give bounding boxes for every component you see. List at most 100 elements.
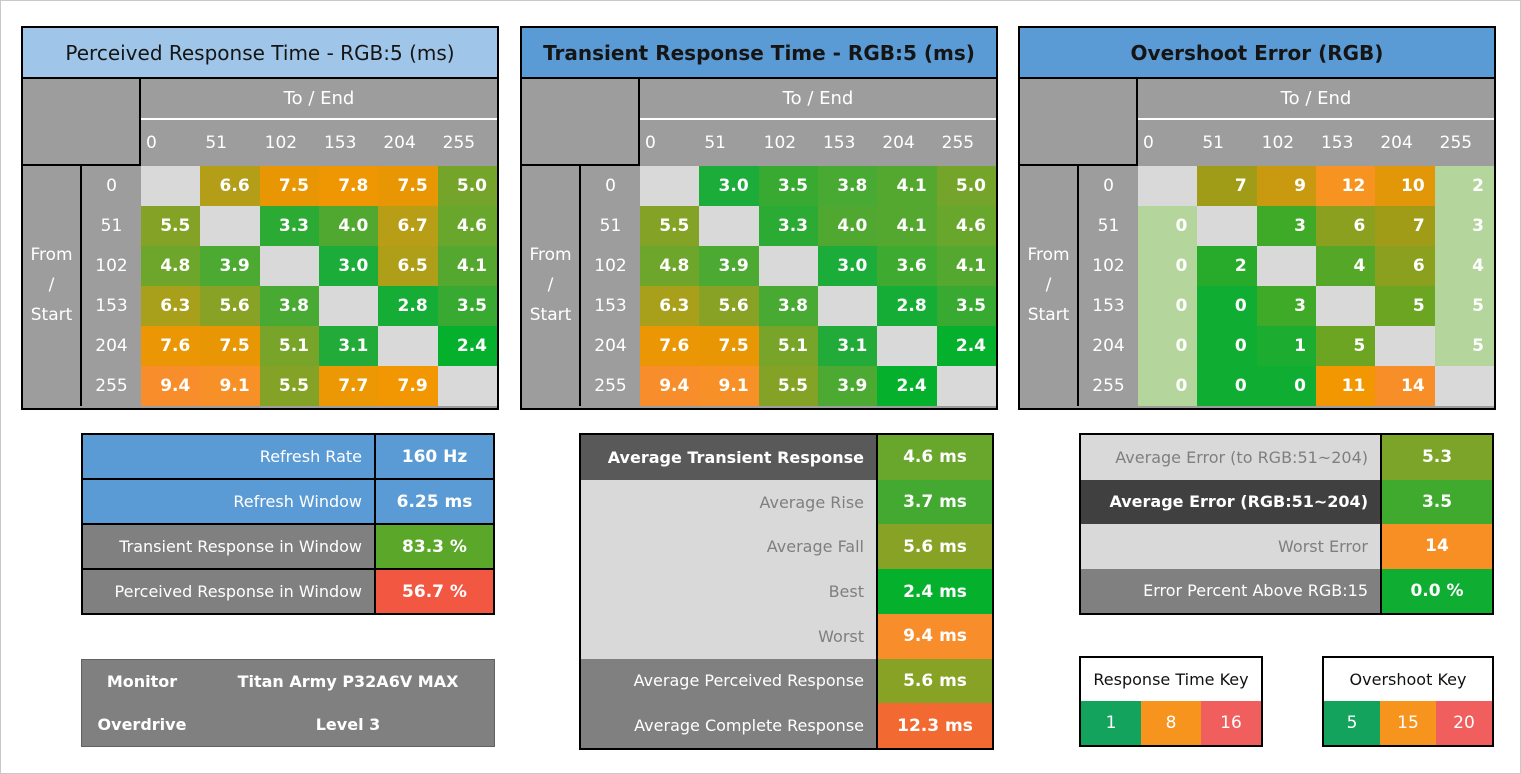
summary-value: 5.3 (1380, 435, 1492, 480)
matrix-cell: 12 (1315, 166, 1376, 206)
overshoot-error-table: Overshoot Error (RGB) To / End 0 51 102 153 20… (1018, 26, 1496, 410)
matrix-cell: 0 (1138, 206, 1198, 246)
col-header-255: 255 (437, 120, 497, 166)
row-header-102: 102 (581, 246, 640, 286)
matrix-cell: 5.1 (758, 326, 818, 366)
summary-value: 5.6 ms (876, 524, 992, 570)
matrix-diagonal-cell (1375, 326, 1435, 366)
matrix-diagonal-cell (318, 286, 379, 326)
summary-label: Average Complete Response (581, 703, 876, 749)
matrix-title: Overshoot Error (RGB) (1020, 28, 1494, 79)
row-group-line: Start (529, 304, 572, 325)
matrix-cell: 4.1 (877, 166, 937, 206)
matrix-cell: 4.0 (318, 206, 379, 246)
matrix-corner (23, 79, 141, 166)
summary-row: Best 2.4 ms (581, 569, 992, 614)
matrix-cell: 11 (1315, 366, 1376, 406)
matrix-cell: 0 (1138, 326, 1198, 366)
monitor-info-row: Monitor Titan Army P32A6V MAX (82, 660, 494, 703)
matrix-grid: To / End 0 51 102 153 204 255 From / Start 0 6.6 7.5… (23, 79, 497, 406)
key-title: Response Time Key (1093, 670, 1249, 689)
summary-value: 9.4 ms (876, 613, 992, 659)
matrix-cell: 3.8 (758, 286, 818, 326)
matrix-corner (1020, 79, 1138, 166)
col-header-0: 0 (1138, 120, 1198, 166)
key-threshold-cell: 15 (1380, 701, 1436, 745)
summary-value: 2.4 ms (876, 569, 992, 614)
matrix-cell: 7.5 (200, 326, 260, 366)
key-cells: 1 8 16 (1081, 701, 1261, 745)
row-header-102: 102 (1079, 246, 1138, 286)
summary-row: Average Error (to RGB:51~204) 5.3 (1081, 435, 1492, 480)
summary-value: 3.5 (1380, 479, 1492, 524)
matrix-cell: 4 (1434, 246, 1494, 286)
matrix-cell: 2.8 (877, 286, 937, 326)
row-header-51: 51 (82, 206, 141, 246)
col-header-153: 153 (318, 120, 379, 166)
matrix-cell: 9.1 (699, 366, 759, 406)
matrix-cell: 5 (1434, 326, 1494, 366)
matrix-cell: 3.1 (817, 326, 878, 366)
col-group-label: To / End (141, 79, 497, 120)
matrix-cell: 6 (1375, 246, 1435, 286)
matrix-cell: 7.6 (141, 326, 201, 366)
matrix-diagonal-cell (200, 206, 260, 246)
matrix-cell: 5.0 (437, 166, 497, 206)
matrix-grid: To / End 0 51 102 153 204 255 From / Start 0 3.0 3.5… (522, 79, 996, 406)
row-header-102: 102 (82, 246, 141, 286)
matrix-cell: 3.3 (758, 206, 818, 246)
matrix-cell: 2.8 (378, 286, 438, 326)
refresh-info-table: Refresh Rate 160 Hz Refresh Window 6.25 ms T… (81, 433, 495, 615)
matrix-cell: 0 (1197, 366, 1257, 406)
matrix-cell: 3.8 (817, 166, 878, 206)
summary-label: Transient Response in Window (83, 525, 374, 568)
summary-label: Error Percent Above RGB:15 (1081, 568, 1380, 613)
matrix-cell: 2.4 (437, 326, 497, 366)
row-group-label: From / Start (23, 166, 82, 406)
transient-summary-table: Average Transient Response 4.6 ms Average … (579, 433, 994, 750)
col-group-label: To / End (640, 79, 996, 120)
matrix-cell: 3.3 (259, 206, 319, 246)
col-header-204: 204 (877, 120, 937, 166)
monitor-info-table: Monitor Titan Army P32A6V MAX Overdrive Lev… (81, 659, 495, 747)
response-time-key: Response Time Key 1 8 16 (1079, 656, 1263, 747)
summary-label: Average Perceived Response (581, 658, 876, 704)
matrix-cell: 3.0 (699, 166, 759, 206)
summary-row: Average Transient Response 4.6 ms (581, 435, 992, 480)
col-header-204: 204 (1375, 120, 1435, 166)
transient-response-table: Transient Response Time - RGB:5 (ms) To /… (520, 26, 998, 410)
row-header-204: 204 (1079, 326, 1138, 366)
matrix-cell: 5.1 (259, 326, 319, 366)
row-group-line: / (48, 275, 55, 296)
key-threshold-cell: 16 (1201, 701, 1261, 745)
matrix-cell: 7.5 (699, 326, 759, 366)
summary-value: 6.25 ms (374, 480, 493, 523)
col-header-0: 0 (141, 120, 201, 166)
row-header-255: 255 (82, 366, 141, 406)
matrix-cell: 4.6 (437, 206, 497, 246)
matrix-cell: 6.3 (141, 286, 201, 326)
matrix-cell: 4.8 (141, 246, 201, 286)
key-cells: 5 15 20 (1324, 701, 1492, 745)
matrix-cell: 5.5 (758, 366, 818, 406)
summary-label: Worst (581, 613, 876, 659)
row-header-51: 51 (581, 206, 640, 246)
summary-label: Average Error (RGB:51~204) (1081, 479, 1380, 524)
summary-value: 3.7 ms (876, 479, 992, 525)
row-group-line: / (547, 275, 554, 296)
summary-row: Worst Error 14 (1081, 524, 1492, 569)
matrix-cell: 5 (1315, 326, 1376, 366)
matrix-cell: 14 (1375, 366, 1435, 406)
matrix-cell: 6.6 (200, 166, 260, 206)
matrix-cell: 2 (1197, 246, 1257, 286)
col-header-51: 51 (1197, 120, 1257, 166)
matrix-cell: 4.1 (437, 246, 497, 286)
matrix-cell: 9.4 (640, 366, 700, 406)
summary-value: 83.3 % (374, 525, 493, 568)
error-summary-table: Average Error (to RGB:51~204) 5.3 Average … (1079, 433, 1494, 615)
matrix-cell: 3.8 (259, 286, 319, 326)
matrix-diagonal-cell (1256, 246, 1316, 286)
matrix-diagonal-cell (437, 366, 497, 406)
matrix-cell: 3 (1256, 206, 1316, 246)
